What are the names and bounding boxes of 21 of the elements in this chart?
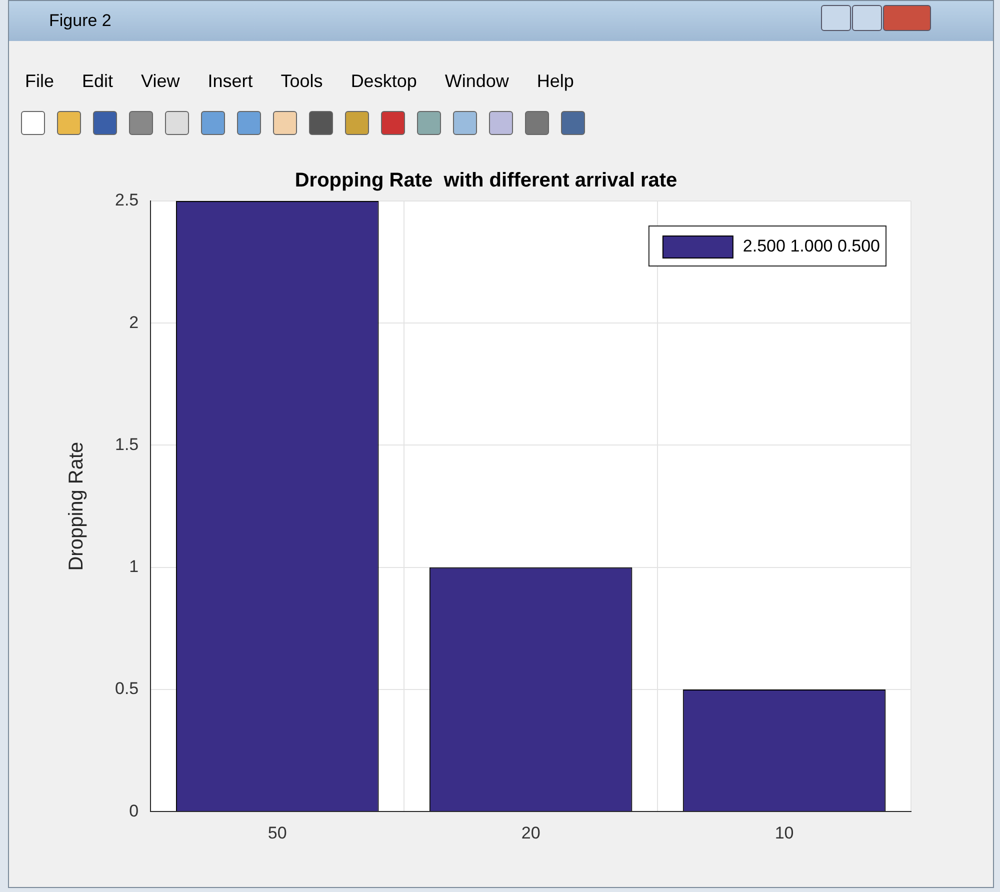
text: Window <box>444 71 509 92</box>
x-tick-label: 50 <box>268 823 287 842</box>
y-tick-label: 2 <box>129 312 139 332</box>
y-tick-label: 1 <box>129 557 139 576</box>
chart-title: Dropping Rate with different arrival rate <box>294 170 678 192</box>
text: Edit <box>82 71 114 92</box>
legend-label: 2.500 1.000 0.500 <box>742 236 880 256</box>
y-tick-label: 0 <box>129 801 139 820</box>
text: Tools <box>280 71 323 92</box>
y-tick-label: 2.5 <box>114 190 139 210</box>
text: Help <box>536 71 574 92</box>
y-tick-label: 1.5 <box>114 434 139 454</box>
text: File <box>25 71 54 92</box>
caption: Figure 2 <box>49 11 112 31</box>
text: Desktop <box>350 71 417 92</box>
y-tick-label: 0.5 <box>114 679 139 698</box>
x-tick-label: 10 <box>774 823 794 842</box>
text: View <box>141 71 180 92</box>
text: Insert <box>208 71 253 92</box>
y-axis-title: Dropping Rate <box>66 442 88 571</box>
x-tick-label: 20 <box>521 823 540 842</box>
